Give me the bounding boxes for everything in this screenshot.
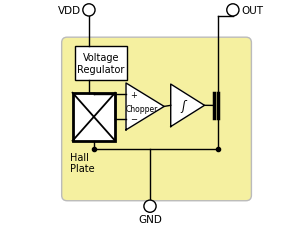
Text: Chopper: Chopper xyxy=(126,104,158,113)
Bar xyxy=(73,93,115,141)
Text: OUT: OUT xyxy=(241,6,263,16)
Text: Voltage
Regulator: Voltage Regulator xyxy=(77,53,124,74)
Polygon shape xyxy=(171,85,205,127)
Text: −: − xyxy=(130,115,137,124)
Text: VDD: VDD xyxy=(58,6,81,16)
Circle shape xyxy=(227,5,239,17)
Circle shape xyxy=(83,5,95,17)
Text: +: + xyxy=(130,90,137,99)
Circle shape xyxy=(144,200,156,212)
Polygon shape xyxy=(126,84,164,130)
Text: ʃ: ʃ xyxy=(182,99,186,112)
Bar xyxy=(75,47,127,80)
Text: GND: GND xyxy=(138,214,162,225)
FancyBboxPatch shape xyxy=(62,38,251,201)
Text: Hall
Plate: Hall Plate xyxy=(70,152,95,173)
